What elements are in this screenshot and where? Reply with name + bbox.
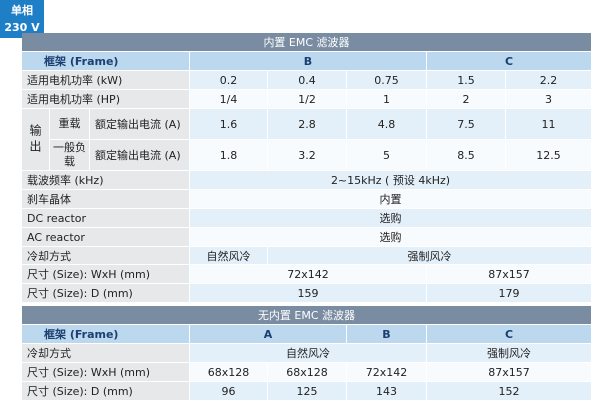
value-cell: 1.8 [190, 140, 268, 171]
value-cell: 96 [190, 382, 268, 401]
value-cell: 3 [506, 90, 592, 109]
frame-header: B [190, 52, 427, 71]
value-cell: 179 [427, 284, 592, 303]
value-cell: 125 [268, 382, 347, 401]
value-cell: 72x142 [347, 363, 427, 382]
row-label: 尺寸 (Size): WxH (mm) [22, 363, 190, 382]
value-cell: 2.2 [506, 71, 592, 90]
value-cell: 152 [427, 382, 592, 401]
row-label: 适用电机功率 (kW) [22, 71, 190, 90]
value-cell: 2 [427, 90, 506, 109]
value-cell: 68x128 [190, 363, 268, 382]
frame-header: A [190, 325, 347, 344]
row-label: 载波频率 (kHz) [22, 171, 190, 190]
row-label: 尺寸 (Size): D (mm) [22, 382, 190, 401]
value-cell: 自然风冷 [190, 247, 268, 265]
header-label: 框架 (Frame) [22, 325, 190, 344]
value-cell: 1/2 [268, 90, 347, 109]
group-label: 输出 [22, 109, 50, 171]
sub-label: 一般负载 [50, 140, 90, 171]
value-cell: 内置 [190, 190, 592, 209]
value-cell: 1/4 [190, 90, 268, 109]
row-label: 额定输出电流 (A) [90, 109, 190, 140]
value-cell: 选购 [190, 209, 592, 228]
sub-label: 重载 [50, 109, 90, 140]
row-label: 刹车晶体 [22, 190, 190, 209]
value-cell: 159 [190, 284, 427, 303]
value-cell: 1.6 [190, 109, 268, 140]
value-cell: 143 [347, 382, 427, 401]
value-cell: 1 [347, 90, 427, 109]
section-title: 无内置 EMC 滤波器 [22, 306, 592, 325]
value-cell: 11 [506, 109, 592, 140]
row-label: DC reactor [22, 209, 190, 228]
frame-header: C [427, 325, 592, 344]
row-label: 额定输出电流 (A) [90, 140, 190, 171]
value-cell: 5 [347, 140, 427, 171]
value-cell: 2.8 [268, 109, 347, 140]
badge: 单相 230 V [0, 0, 44, 38]
value-cell: 87x157 [427, 363, 592, 382]
phase: 单相 [11, 4, 33, 17]
frame-header: B [347, 325, 427, 344]
value-cell: 强制风冷 [268, 247, 592, 265]
value-cell: 0.4 [268, 71, 347, 90]
frame-header: C [427, 52, 592, 71]
row-label: 尺寸 (Size): WxH (mm) [22, 265, 190, 284]
row-label: 尺寸 (Size): D (mm) [22, 284, 190, 303]
header-label: 框架 (Frame) [22, 52, 190, 71]
value-cell: 0.75 [347, 71, 427, 90]
value-cell: 强制风冷 [427, 344, 592, 363]
value-cell: 3.2 [268, 140, 347, 171]
value-cell: 0.2 [190, 71, 268, 90]
row-label: AC reactor [22, 228, 190, 247]
value-cell: 8.5 [427, 140, 506, 171]
voltage: 230 V [4, 21, 40, 34]
value-cell: 87x157 [427, 265, 592, 284]
value-cell: 选购 [190, 228, 592, 247]
value-cell: 自然风冷 [190, 344, 427, 363]
value-cell: 4.8 [347, 109, 427, 140]
value-cell: 68x128 [268, 363, 347, 382]
value-cell: 72x142 [190, 265, 427, 284]
value-cell: 7.5 [427, 109, 506, 140]
value-cell: 1.5 [427, 71, 506, 90]
row-label: 冷却方式 [22, 247, 190, 265]
value-cell: 2~15kHz ( 预设 4kHz) [190, 171, 592, 190]
value-cell: 12.5 [506, 140, 592, 171]
row-label: 适用电机功率 (HP) [22, 90, 190, 109]
section-title: 内置 EMC 滤波器 [22, 33, 592, 52]
row-label: 冷却方式 [22, 344, 190, 363]
